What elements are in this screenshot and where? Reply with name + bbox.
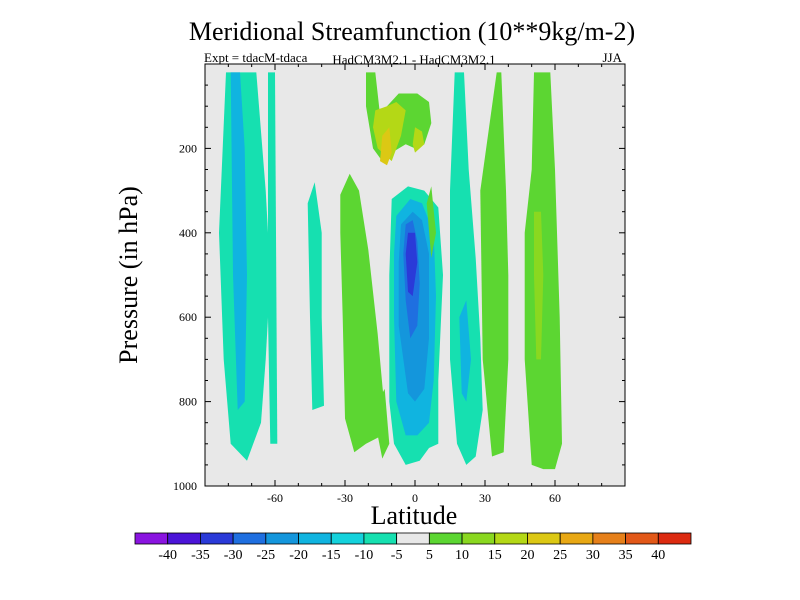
colorbar-swatch — [396, 532, 430, 545]
contour-region-16 — [459, 300, 471, 402]
colorbar: -40 -35 -30 -25 -20 -15 -10 -5 5 10 15 20 25 30 35 40 — [134, 532, 692, 563]
colorbar-label: -10 — [355, 548, 374, 563]
colorbar-label: 5 — [426, 548, 433, 563]
colorbar-label: -5 — [391, 548, 403, 563]
x-tick-label: 30 — [479, 491, 491, 505]
y-tick-label: 400 — [179, 226, 197, 240]
colorbar-label: -15 — [322, 548, 341, 563]
y-tick-label: 800 — [179, 395, 197, 409]
colorbar-label: -30 — [224, 548, 243, 563]
contour-region-20 — [534, 211, 544, 360]
colorbar-swatch — [363, 532, 398, 545]
colorbar-label: 15 — [488, 548, 502, 563]
colorbar-swatch — [265, 532, 299, 545]
x-tick-label: 60 — [549, 491, 561, 505]
colorbar-label: 30 — [586, 548, 600, 563]
colorbar-swatch — [167, 532, 201, 545]
y-axis-title: Pressure (in hPa) — [114, 186, 143, 364]
colorbar-label: 40 — [651, 548, 665, 563]
x-tick-label: -60 — [267, 491, 283, 505]
contour-region-1 — [230, 72, 247, 411]
colorbar-swatch — [625, 532, 659, 545]
colorbar-label: 10 — [455, 548, 469, 563]
colorbar-label: -40 — [158, 548, 177, 563]
season-label: JJA — [602, 50, 622, 65]
colorbar-swatch — [494, 532, 528, 545]
contour-regions — [219, 72, 562, 470]
y-tick-label: 1000 — [173, 479, 197, 493]
contour-region-12 — [340, 173, 385, 453]
x-axis-title: Latitude — [371, 501, 458, 530]
contour-region-15 — [450, 72, 483, 465]
colorbar-label: -25 — [256, 548, 275, 563]
contour-region-6 — [412, 127, 425, 153]
contour-region-17 — [426, 186, 436, 259]
colorbar-swatch — [298, 532, 332, 545]
colorbar-swatch — [559, 532, 594, 545]
colorbar-swatch — [200, 532, 234, 545]
contour-region-19 — [524, 72, 562, 470]
colorbar-swatch — [428, 532, 463, 545]
colorbar-swatch — [592, 532, 626, 545]
y-tick-label: 200 — [179, 141, 197, 155]
contour-region-2 — [268, 72, 278, 444]
colorbar-swatch — [657, 532, 692, 545]
contour-region-11 — [405, 232, 418, 297]
colorbar-label: 20 — [520, 548, 534, 563]
colorbar-swatch — [232, 532, 267, 545]
axis-ticks: -60 -30 0 30 60 200 400 600 800 1000 — [173, 64, 625, 505]
colorbar-label: -20 — [289, 548, 308, 563]
colorbar-swatch — [134, 532, 169, 545]
colorbar-swatch — [527, 532, 561, 545]
expt-label: Expt = tdacM-tdaca — [204, 50, 308, 65]
chart-title: Meridional Streamfunction (10**9kg/m-2) — [189, 17, 635, 46]
x-tick-label: 0 — [412, 491, 418, 505]
colorbar-swatch — [330, 532, 365, 545]
colorbar-label: 25 — [553, 548, 567, 563]
contour-region-18 — [480, 72, 509, 457]
model-label: HadCM3M2.1 - HadCM3M2.1 — [332, 52, 495, 67]
contour-region-13 — [377, 388, 390, 459]
colorbar-swatch — [461, 532, 496, 545]
contour-region-14 — [307, 182, 324, 410]
contour-region-5 — [380, 127, 392, 166]
plot-area: -60 -30 0 30 60 200 400 600 800 1000 — [173, 63, 626, 505]
y-tick-label: 600 — [179, 310, 197, 324]
colorbar-label: 35 — [619, 548, 633, 563]
colorbar-label: -35 — [191, 548, 210, 563]
x-tick-label: -30 — [337, 491, 353, 505]
